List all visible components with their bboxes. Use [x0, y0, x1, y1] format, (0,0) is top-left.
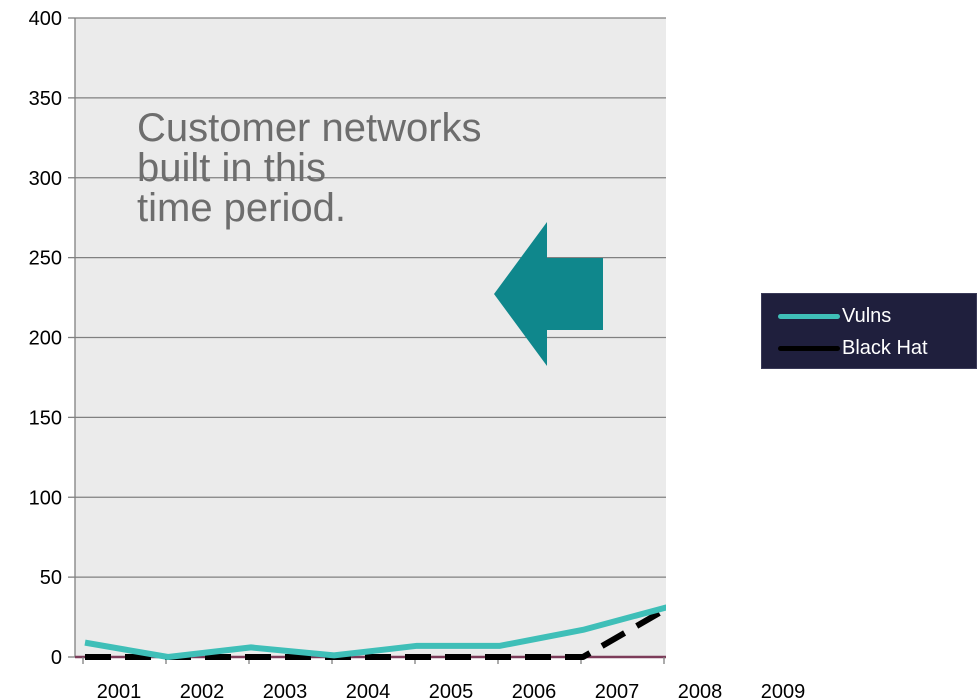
- x-tick-label: 2006: [512, 681, 557, 700]
- y-tick-label: 200: [29, 328, 62, 350]
- x-tick-label: 2003: [263, 681, 308, 700]
- annotation-line-1: Customer networks: [137, 108, 597, 148]
- x-tick-label: 2001: [97, 681, 142, 700]
- legend-swatch-vulns: [778, 314, 840, 319]
- annotation-text: Customer networks built in this time per…: [137, 108, 597, 228]
- legend-swatch-black-hat: [778, 346, 840, 351]
- x-tick-label: 2009: [761, 681, 806, 700]
- legend-label-black-hat: Black Hat: [842, 337, 928, 360]
- x-tick-label: 2005: [429, 681, 474, 700]
- y-tick-label: 100: [29, 487, 62, 509]
- legend-label-vulns: Vulns: [842, 305, 891, 328]
- x-tick-label: 2008: [678, 681, 723, 700]
- x-tick-label: 2007: [595, 681, 640, 700]
- legend: Vulns Black Hat: [761, 293, 977, 369]
- y-tick-label: 300: [29, 168, 62, 190]
- legend-item-vulns: Vulns: [778, 304, 891, 328]
- x-tick-label: 2002: [180, 681, 225, 700]
- y-axis: 0 50 100 150 200 250 300 350 400: [29, 8, 75, 669]
- y-tick-label: 150: [29, 407, 62, 429]
- y-tick-label: 0: [51, 647, 62, 669]
- x-axis: 2001 2002 2003 2004 2005 2006 2007 2008 2009: [75, 657, 805, 700]
- y-tick-label: 50: [40, 567, 62, 589]
- annotation-line-3: time period.: [137, 188, 597, 228]
- legend-item-black-hat: Black Hat: [778, 336, 928, 360]
- annotation-line-2: built in this: [137, 148, 597, 188]
- y-tick-label: 250: [29, 248, 62, 270]
- x-tick-label: 2004: [346, 681, 391, 700]
- y-tick-label: 350: [29, 88, 62, 110]
- y-tick-label: 400: [29, 8, 62, 30]
